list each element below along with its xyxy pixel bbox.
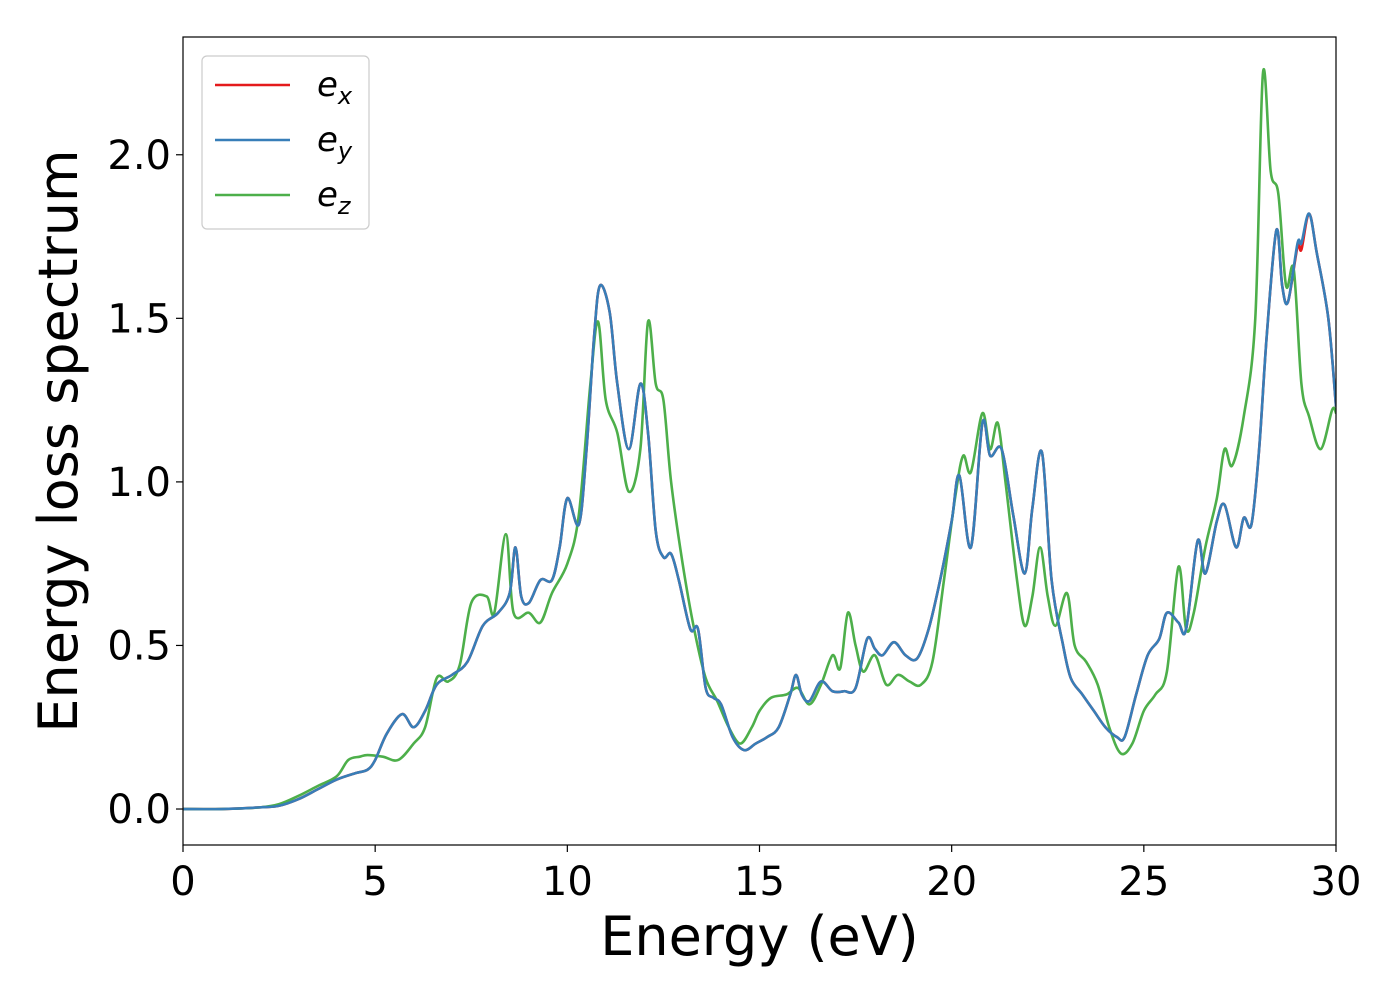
x-tick-label: 25 bbox=[1118, 859, 1169, 905]
x-tick-label: 10 bbox=[542, 859, 593, 905]
x-axis-label: Energy (eV) bbox=[600, 905, 919, 968]
legend-label-z: ez bbox=[317, 175, 352, 220]
legend-label-base: e bbox=[317, 120, 338, 160]
series-layer bbox=[183, 68, 1336, 811]
y-tick-label: 1.0 bbox=[107, 460, 171, 506]
legend-label-x: ex bbox=[317, 65, 353, 110]
legend-label-subscript: z bbox=[337, 192, 352, 220]
y-tick-label: 1.5 bbox=[107, 296, 171, 342]
series-line-y bbox=[183, 212, 1336, 811]
legend-label-y: ey bbox=[317, 120, 353, 165]
y-tick-label: 2.0 bbox=[107, 133, 171, 179]
legend-label-base: e bbox=[317, 175, 338, 215]
y-tick-label: 0.0 bbox=[107, 787, 171, 833]
x-tick-label: 15 bbox=[734, 859, 785, 905]
legend-label-subscript: y bbox=[337, 137, 353, 165]
x-tick-label: 30 bbox=[1311, 859, 1362, 905]
series-line-z bbox=[183, 68, 1336, 811]
series-line-x bbox=[183, 212, 1336, 811]
x-tick-label: 5 bbox=[362, 859, 387, 905]
legend-label-subscript: x bbox=[337, 82, 353, 110]
legend-box bbox=[201, 55, 370, 230]
legend-label-base: e bbox=[317, 65, 338, 105]
ticks-layer: 0 5 10 15 20 25 30 0.0 0.5 1.0 1.5 2.0 bbox=[107, 133, 1361, 905]
y-axis-label: Energy loss spectrum bbox=[27, 149, 90, 732]
y-tick-label: 0.5 bbox=[107, 623, 171, 669]
x-tick-label: 20 bbox=[926, 859, 977, 905]
x-tick-label: 0 bbox=[170, 859, 195, 905]
